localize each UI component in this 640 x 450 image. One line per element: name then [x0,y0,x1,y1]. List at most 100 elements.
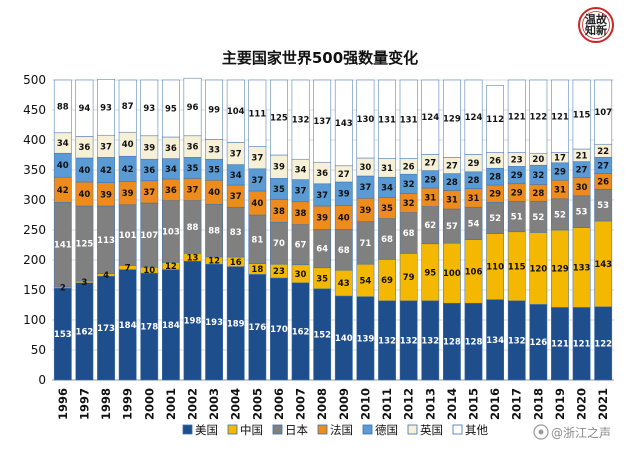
data-label: 28 [446,178,458,188]
y-tick-label: 100 [23,313,46,327]
data-label: 40 [57,161,69,171]
data-label: 124 [421,113,439,123]
data-label: 31 [446,196,458,206]
data-label: 125 [76,240,94,250]
data-label: 128 [443,338,461,348]
data-label: 68 [403,229,415,239]
y-tick-label: 300 [23,193,46,207]
data-label: 27 [446,162,458,172]
data-label: 29 [468,159,480,169]
data-label: 31 [468,194,480,204]
data-label: 132 [421,336,439,346]
x-tick-label: 2015 [467,388,481,420]
data-label: 87 [122,102,134,112]
data-label: 34 [165,165,177,175]
legend-label: 日本 [285,423,308,437]
bar-segment [442,79,461,158]
data-label: 132 [292,116,310,126]
x-tick-label: 2003 [207,388,221,420]
data-label: 27 [338,170,350,180]
legend-item: 日本 [272,423,308,437]
data-label: 29 [554,168,566,178]
data-label: 93 [100,103,112,113]
data-label: 34 [295,165,307,175]
logo-seal: 温故知新 [578,7,614,43]
legend-item: 法国 [317,423,353,437]
chart-title: 主要国家世界500强数量变化 [222,49,418,67]
x-tick-label: 2012 [402,388,416,420]
bar-segment [421,79,440,155]
data-label: 16 [230,258,242,268]
data-label: 27 [424,159,436,169]
legend-item: 美国 [182,423,218,437]
data-label: 178 [140,323,158,333]
data-label: 39 [360,206,372,216]
data-label: 37 [251,154,263,164]
x-tick-label: 2006 [272,388,286,420]
data-label: 37 [251,176,263,186]
data-label: 94 [79,104,91,114]
data-label: 176 [248,323,266,333]
data-label: 37 [187,186,199,196]
data-label: 7 [125,264,131,274]
data-label: 64 [316,245,328,255]
data-label: 40 [208,188,220,198]
data-label: 131 [378,115,396,125]
x-tick-label: 1996 [56,388,70,420]
legend-swatch [227,424,238,435]
data-label: 121 [573,340,591,350]
data-label: 71 [360,239,372,249]
data-label: 27 [597,162,609,172]
legend-swatch [182,424,193,435]
data-label: 37 [316,191,328,201]
data-label: 112 [486,115,504,125]
data-label: 29 [424,175,436,185]
data-label: 184 [162,321,180,331]
data-label: 10 [143,266,155,276]
data-label: 152 [313,330,331,340]
data-label: 139 [357,334,375,344]
data-label: 30 [360,163,372,173]
bars [53,77,613,381]
data-label: 31 [554,186,566,196]
weibo-icon [533,424,549,440]
data-label: 31 [381,164,393,174]
data-label: 42 [57,186,69,196]
data-label: 93 [143,104,155,114]
x-tick-label: 2009 [337,388,351,420]
data-label: 129 [443,115,461,125]
data-label: 3 [81,278,87,288]
data-label: 88 [187,223,199,233]
data-label: 132 [400,336,418,346]
data-label: 111 [248,109,266,119]
data-label: 153 [54,330,72,340]
data-label: 173 [97,324,115,334]
x-tick-label: 2011 [380,388,394,420]
data-label: 131 [400,115,418,125]
data-label: 38 [295,209,307,219]
logo-text: 温故知新 [584,12,608,37]
data-label: 69 [381,276,393,286]
bar-segment [356,79,375,159]
data-label: 32 [403,180,415,190]
data-label: 88 [57,102,69,112]
bar-segment [464,79,483,155]
legend-swatch [362,424,373,435]
data-label: 128 [465,338,483,348]
legend-label: 法国 [330,423,353,437]
data-label: 35 [381,204,393,214]
legend-swatch [317,424,328,435]
data-label: 23 [273,267,285,277]
data-label: 140 [335,334,353,344]
legend-swatch [272,424,283,435]
data-label: 103 [162,228,180,238]
data-label: 52 [489,214,501,224]
x-tick-label: 2001 [164,388,178,420]
data-label: 30 [295,270,307,280]
data-label: 95 [165,105,177,115]
x-tick-label: 2004 [229,388,243,420]
data-label: 43 [338,279,350,289]
data-label: 29 [511,189,523,199]
data-label: 62 [424,221,436,231]
data-label: 37 [100,142,112,152]
